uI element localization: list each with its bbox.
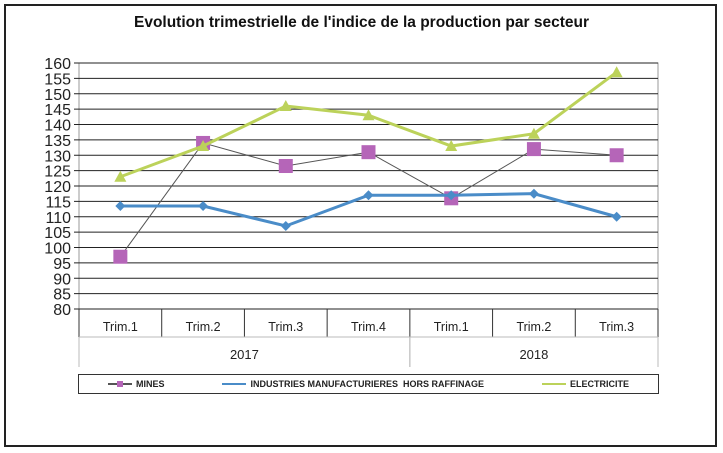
y-tick-label: 130: [44, 148, 71, 165]
data-point-triangle: [279, 100, 292, 112]
y-tick-label: 145: [44, 102, 71, 119]
data-point-square: [361, 145, 376, 160]
data-point-diamond: [198, 200, 209, 211]
data-point-triangle: [197, 140, 210, 152]
data-point-diamond: [363, 190, 374, 201]
y-tick-label: 125: [44, 164, 71, 181]
data-point-triangle: [527, 127, 540, 139]
data-point-diamond: [115, 200, 126, 211]
legend-swatch-mines: [107, 381, 132, 387]
group-label: 2018: [519, 347, 548, 362]
x-tick-label: Trim.1: [103, 320, 138, 334]
y-tick-label: 85: [53, 287, 71, 304]
y-tick-label: 95: [53, 256, 71, 273]
y-tick-label: 105: [44, 225, 71, 242]
chart-title: Evolution trimestrielle de l'indice de l…: [133, 14, 589, 31]
y-tick-label: 140: [44, 118, 71, 135]
y-tick-label: 80: [53, 302, 71, 319]
y-tick-label: 160: [44, 56, 71, 73]
y-tick-label: 110: [45, 210, 71, 227]
legend: MINES INDUSTRIES MANUFACTURIERES HORS RA…: [78, 374, 659, 394]
x-tick-label: Trim.3: [268, 320, 303, 334]
x-tick-label: Trim.1: [434, 320, 469, 334]
legend-swatch-industries: [222, 383, 247, 385]
chart-border: [4, 4, 717, 447]
y-tick-label: 135: [44, 133, 71, 150]
data-point-diamond: [280, 220, 291, 231]
legend-item-industries: INDUSTRIES MANUFACTURIERES HORS RAFFINAG…: [222, 379, 484, 389]
data-point-triangle: [362, 109, 375, 121]
x-tick-label: Trim.3: [599, 320, 634, 334]
x-tick-label: Trim.4: [351, 320, 386, 334]
y-tick-label: 155: [44, 71, 71, 88]
legend-swatch-electricite: [541, 383, 566, 385]
y-tick-label: 150: [44, 87, 71, 104]
y-tick-label: 120: [44, 179, 71, 196]
x-tick-label: Trim.2: [186, 320, 221, 334]
data-point-diamond: [611, 211, 622, 222]
group-label: 2017: [230, 347, 259, 362]
data-point-square: [526, 142, 541, 157]
x-tick-label: Trim.2: [516, 320, 551, 334]
y-tick-label: 115: [45, 194, 71, 211]
data-point-square: [278, 159, 293, 174]
legend-label: MINES: [135, 379, 165, 389]
data-point-triangle: [445, 140, 458, 152]
legend-item-electricite: ELECTRICITE: [541, 379, 629, 389]
data-point-square: [113, 249, 128, 264]
y-tick-label: 90: [53, 271, 71, 288]
data-point-triangle: [610, 66, 623, 78]
data-point-square: [609, 148, 624, 163]
legend-label: ELECTRICITE: [569, 379, 629, 389]
legend-label: INDUSTRIES MANUFACTURIERES HORS RAFFINAG…: [250, 379, 484, 389]
y-tick-label: 100: [44, 241, 71, 258]
legend-item-mines: MINES: [107, 379, 165, 389]
data-point-diamond: [528, 188, 539, 199]
data-point-diamond: [446, 190, 457, 201]
data-point-triangle: [114, 170, 127, 182]
